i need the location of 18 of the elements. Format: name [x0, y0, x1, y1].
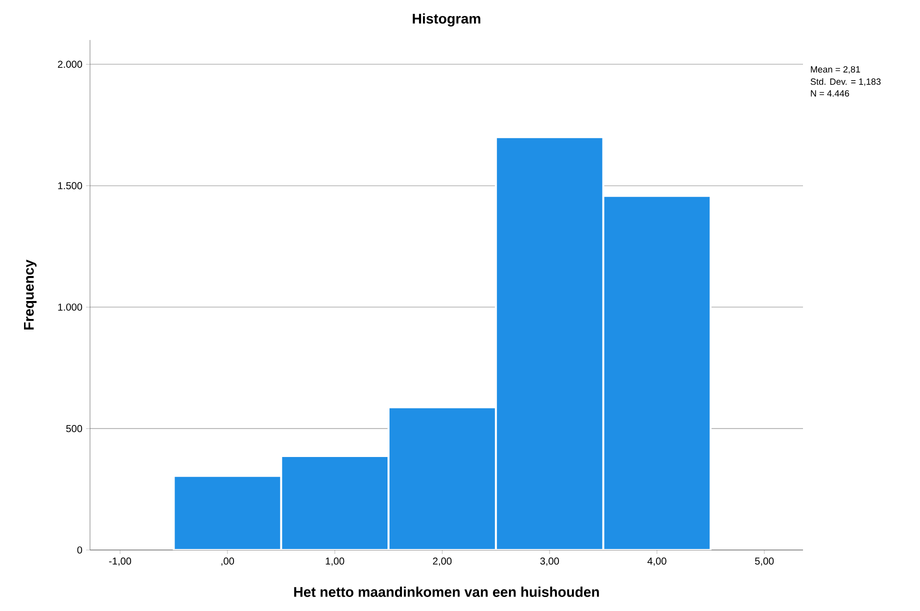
x-tick-label: -1,00 — [109, 558, 132, 566]
y-tick-label: 0 — [77, 546, 82, 554]
y-axis-title: Frequency — [24, 260, 37, 330]
x-tick-label: 1,00 — [326, 558, 344, 566]
x-tick-label: 5,00 — [755, 558, 774, 566]
text: Mean = 2,81 — [810, 66, 860, 74]
x-tick-label: 4,00 — [647, 558, 666, 566]
y-tick-label: 1.500 — [58, 182, 82, 190]
y-tick-label: 1.000 — [58, 304, 82, 311]
x-tick-label: 2,00 — [432, 558, 452, 566]
x-axis-title: Het netto maandinkomen van een huishouden — [294, 586, 599, 597]
x-tick-label: 3,00 — [540, 558, 559, 566]
text: Std. Dev. = 1,183 — [810, 78, 881, 86]
y-tick-label: 500 — [66, 425, 82, 432]
y-tick-label: 2.000 — [58, 60, 82, 68]
x-tick-label: ,00 — [221, 558, 234, 566]
text: N = 4.446 — [810, 90, 850, 97]
chart-title: Histogram — [412, 13, 480, 26]
